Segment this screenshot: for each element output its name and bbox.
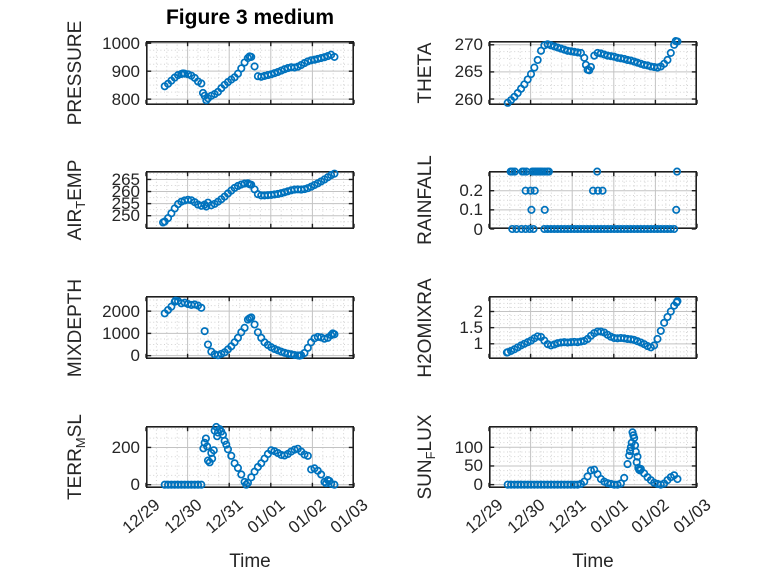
y-tick-label: 0 [473, 475, 483, 495]
y-tick-label: 2000 [102, 301, 140, 321]
y-tick-label: 0 [130, 475, 140, 495]
y-tick-label: 1.5 [459, 318, 483, 338]
y-tick-label: 100 [454, 437, 483, 457]
y-tick-label: 260 [454, 89, 483, 109]
figure-title: Figure 3 medium [165, 6, 335, 29]
y-tick-label: 1000 [102, 33, 140, 53]
y-tick-label: 200 [111, 437, 140, 457]
y-tick-label: 0 [130, 346, 140, 366]
y-tick-label: 0 [473, 219, 483, 239]
y-tick-label: 260 [111, 182, 140, 202]
subplot-pressure [145, 41, 355, 106]
y-tick-label: 2 [473, 302, 483, 321]
y-tick-label: 50 [464, 456, 483, 476]
y-tick-label: 0.1 [459, 200, 483, 220]
ylabel-terr-msl: TERRMSL [65, 414, 88, 500]
y-tick-label: 250 [111, 206, 140, 226]
subplot-h2omixra [488, 296, 698, 360]
xaxis-label-left: Time [229, 551, 271, 572]
subplot-terr-msl [145, 422, 355, 489]
subplot-sun-flux [488, 426, 698, 489]
y-tick-label: 1 [473, 334, 483, 354]
y-tick-label: 270 [454, 35, 483, 55]
y-tick-label: 0.2 [459, 181, 483, 201]
subplot-air-temp [145, 169, 355, 230]
xaxis-label-right: Time [572, 551, 614, 572]
subplot-rainfall [488, 167, 698, 234]
y-tick-label: 265 [454, 62, 483, 82]
y-tick-label: 265 [111, 169, 140, 189]
y-tick-label: 800 [111, 89, 140, 109]
subplot-theta [488, 36, 698, 107]
subplot-mixdepth [145, 296, 355, 360]
y-tick-label: 900 [111, 61, 140, 81]
y-tick-label: 255 [111, 194, 140, 214]
y-tick-label: 1000 [102, 323, 140, 343]
